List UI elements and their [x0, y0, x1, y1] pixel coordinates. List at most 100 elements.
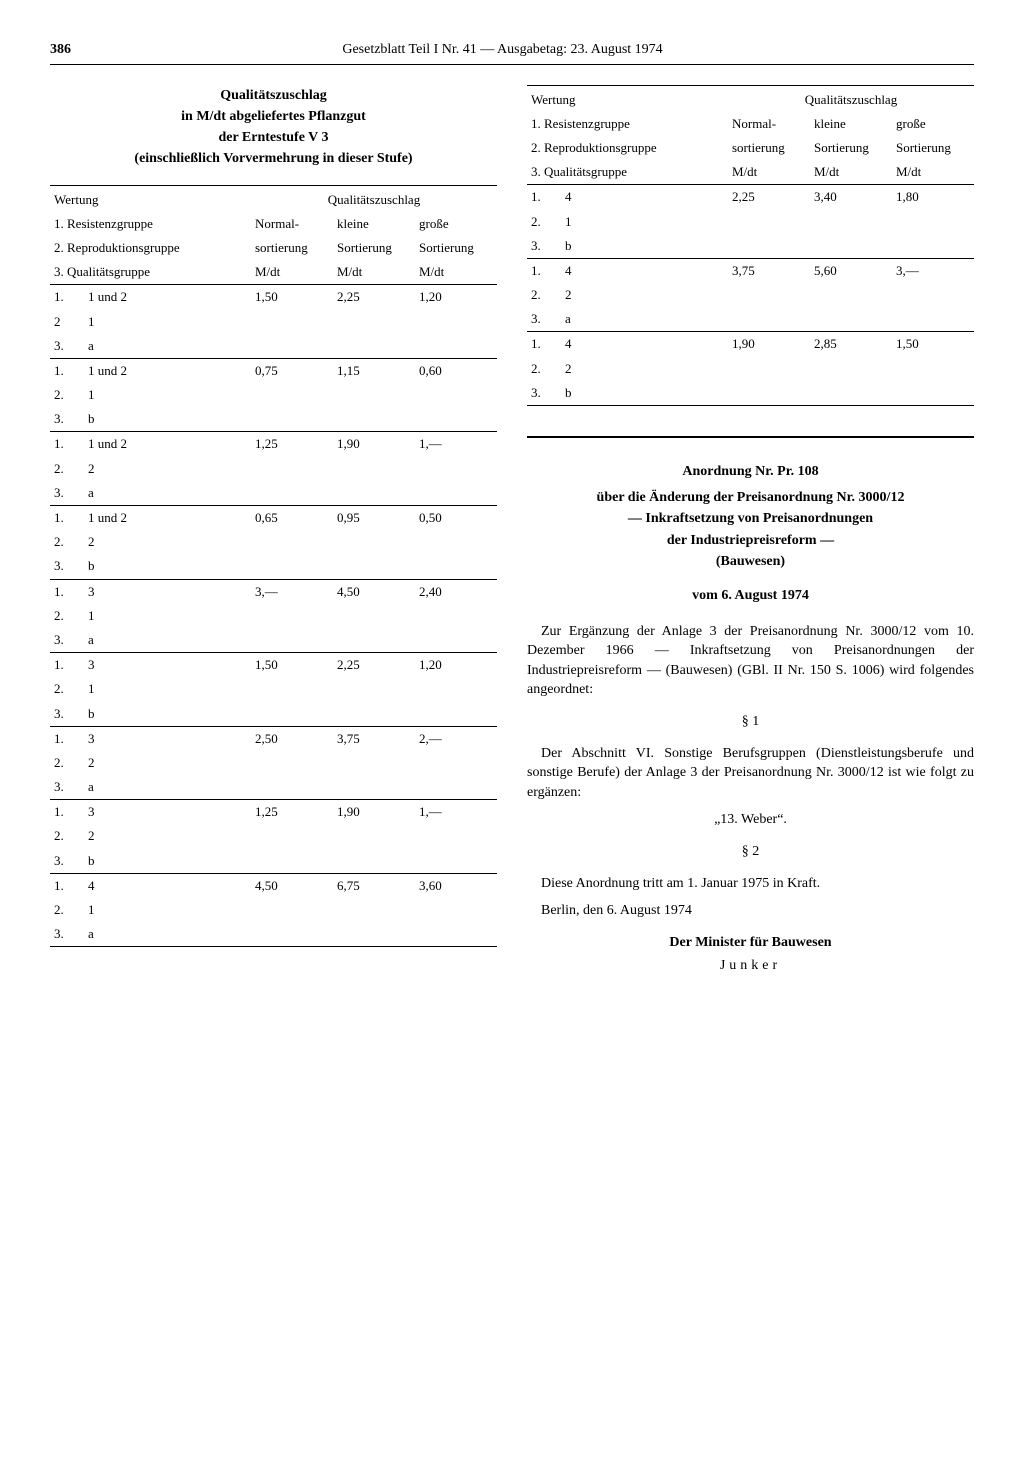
- col-header-qualitaetszuschlag: Qualitätszuschlag: [251, 188, 497, 212]
- value-cell: 2,85: [810, 332, 892, 357]
- value-cell: [251, 849, 333, 874]
- table-row: 3.a: [50, 628, 497, 653]
- table-row: 2.1: [50, 383, 497, 407]
- row-label: a: [84, 334, 251, 359]
- section-1-quote: „13. Weber“.: [527, 810, 974, 830]
- value-cell: [810, 381, 892, 406]
- table-row: 2.2: [50, 530, 497, 554]
- col-header-left: 2. Reproduktionsgruppe: [527, 136, 728, 160]
- value-cell: [892, 283, 974, 307]
- value-cell: [415, 530, 497, 554]
- ordinance-subtitle: — Inkraftsetzung von Preisanordnungen: [527, 509, 974, 529]
- row-label: 1: [84, 677, 251, 701]
- row-label: a: [561, 307, 728, 332]
- table-row: 2.2: [527, 357, 974, 381]
- table-row: 2.2: [527, 283, 974, 307]
- row-index: 2.: [527, 283, 561, 307]
- col-header-left: 2. Reproduktionsgruppe: [50, 236, 251, 260]
- row-index: 2.: [50, 824, 84, 848]
- row-index: 1.: [50, 579, 84, 604]
- value-cell: 1,—: [415, 800, 497, 825]
- row-index: 2.: [527, 210, 561, 234]
- row-label: b: [561, 381, 728, 406]
- table-row: 3.b: [50, 407, 497, 432]
- value-cell: 1,—: [415, 432, 497, 457]
- value-cell: [251, 824, 333, 848]
- value-cell: [415, 628, 497, 653]
- row-index: 2.: [50, 677, 84, 701]
- row-index: 2.: [50, 751, 84, 775]
- ordinance-subtitle: der Industriepreisreform —: [527, 531, 974, 551]
- value-cell: 4,50: [333, 579, 415, 604]
- value-cell: [251, 334, 333, 359]
- row-index: 2.: [50, 457, 84, 481]
- value-cell: [728, 234, 810, 259]
- value-cell: [415, 407, 497, 432]
- row-index: 1.: [50, 653, 84, 678]
- row-index: 1.: [50, 285, 84, 310]
- row-index: 2.: [50, 898, 84, 922]
- table-row: 2.1: [50, 898, 497, 922]
- row-index: 3.: [527, 234, 561, 259]
- col-header-qualitaetszuschlag: Qualitätszuschlag: [728, 88, 974, 112]
- col-header-value: große: [415, 212, 497, 236]
- value-cell: [333, 922, 415, 947]
- col-header-value: M/dt: [333, 260, 415, 285]
- value-cell: 3,40: [810, 185, 892, 210]
- col-header-left: 1. Resistenzgruppe: [527, 112, 728, 136]
- table-row: 3.a: [50, 922, 497, 947]
- value-cell: [415, 481, 497, 506]
- value-cell: 1,20: [415, 285, 497, 310]
- value-cell: [251, 751, 333, 775]
- value-cell: 1,50: [251, 285, 333, 310]
- row-index: 3.: [50, 849, 84, 874]
- row-label: 2: [84, 457, 251, 481]
- col-header-left: 3. Qualitätsgruppe: [50, 260, 251, 285]
- value-cell: [251, 530, 333, 554]
- row-label: 3: [84, 726, 251, 751]
- row-label: b: [84, 407, 251, 432]
- value-cell: [333, 383, 415, 407]
- table-row: 1.1 und 20,751,150,60: [50, 358, 497, 383]
- row-label: 1: [84, 383, 251, 407]
- value-cell: 2,25: [333, 653, 415, 678]
- row-index: 3.: [50, 334, 84, 359]
- value-cell: [728, 307, 810, 332]
- row-index: 1.: [50, 506, 84, 531]
- section-2-text: Diese Anordnung tritt am 1. Januar 1975 …: [527, 874, 974, 894]
- table-row: 3.b: [50, 849, 497, 874]
- col-header-value: Sortierung: [892, 136, 974, 160]
- title-line: in M/dt abgeliefertes Pflanzgut: [50, 106, 497, 127]
- value-cell: [333, 628, 415, 653]
- ordinance-subtitle: (Bauwesen): [527, 552, 974, 572]
- row-label: a: [84, 775, 251, 800]
- value-cell: 0,65: [251, 506, 333, 531]
- row-index: 2.: [527, 357, 561, 381]
- value-cell: [333, 849, 415, 874]
- row-index: 3.: [527, 307, 561, 332]
- value-cell: [251, 310, 333, 334]
- col-header-value: sortierung: [728, 136, 810, 160]
- col-header-value: sortierung: [251, 236, 333, 260]
- value-cell: [415, 824, 497, 848]
- col-header-value: Normal-: [728, 112, 810, 136]
- table-row: 2.2: [50, 751, 497, 775]
- row-index: 3.: [527, 381, 561, 406]
- row-label: 3: [84, 800, 251, 825]
- col-header-value: Sortierung: [810, 136, 892, 160]
- ordinance-intro: Zur Ergänzung der Anlage 3 der Preisanor…: [527, 622, 974, 700]
- value-cell: 3,75: [333, 726, 415, 751]
- table-row: 3.b: [527, 234, 974, 259]
- row-index: 1.: [50, 432, 84, 457]
- ordinance-date: vom 6. August 1974: [527, 586, 974, 606]
- value-cell: [251, 407, 333, 432]
- table-row: 1.43,755,603,—: [527, 258, 974, 283]
- value-cell: 3,75: [728, 258, 810, 283]
- value-cell: [415, 677, 497, 701]
- value-cell: [415, 898, 497, 922]
- value-cell: [333, 677, 415, 701]
- page-header: 386 Gesetzblatt Teil I Nr. 41 — Ausgabet…: [50, 40, 974, 65]
- value-cell: [333, 751, 415, 775]
- value-cell: [333, 310, 415, 334]
- row-index: 3.: [50, 702, 84, 727]
